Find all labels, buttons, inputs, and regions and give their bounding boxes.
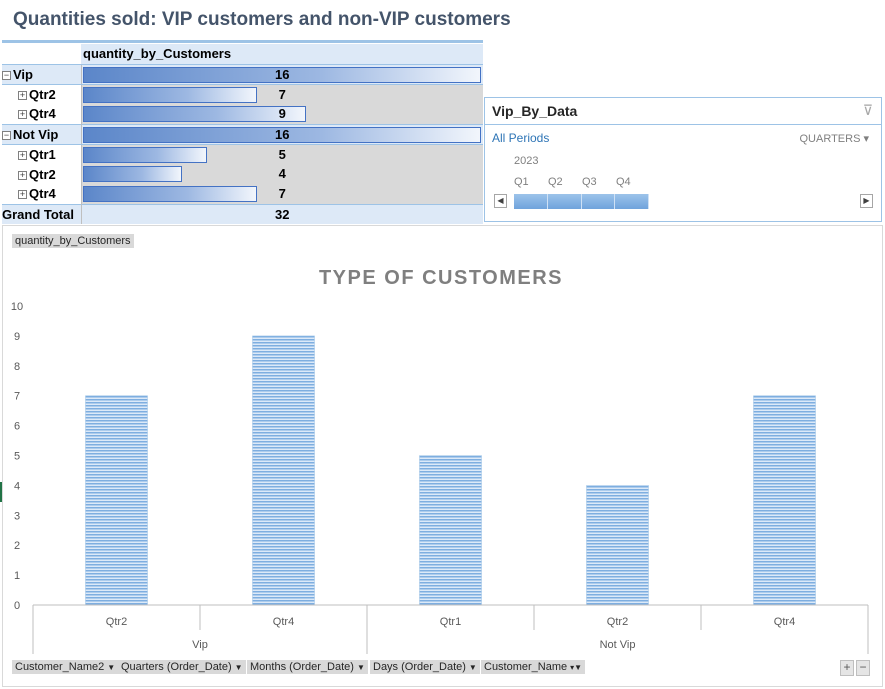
pivot-value: 4 xyxy=(278,166,286,181)
expand-field-button[interactable]: + xyxy=(840,660,854,676)
axis-field-label: Quarters (Order_Date) xyxy=(121,661,232,673)
axis-field-button[interactable]: Customer_Name2 ▼ xyxy=(12,660,119,674)
expand-icon[interactable]: + xyxy=(18,109,27,120)
data-bar xyxy=(82,146,207,163)
clear-filter-icon[interactable]: ⊽ xyxy=(862,102,873,118)
pivot-value-cell: 16 xyxy=(80,123,483,145)
pivot-value-cell: 7 xyxy=(80,84,483,104)
timeline-divider xyxy=(485,124,881,125)
timeline-slicer[interactable]: Vip_By_Data ⊽ All Periods QUARTERS ▾ 202… xyxy=(484,97,882,222)
axis-field-button[interactable]: Months (Order_Date) ▼ xyxy=(247,660,368,674)
chevron-down-icon: ▼ xyxy=(356,663,365,672)
pivot-row: − Not Vip 16 xyxy=(2,123,483,145)
grand-total-value: 32 xyxy=(80,203,483,224)
pivot-row-label[interactable]: + Qtr2 xyxy=(2,84,81,104)
time-level-dropdown[interactable]: QUARTERS ▾ xyxy=(799,132,869,145)
scroll-left-icon[interactable]: ◀ xyxy=(494,194,507,208)
pivot-value: 16 xyxy=(275,66,290,82)
pivot-row: − Vip 16 xyxy=(2,63,483,85)
time-level-label: QUARTERS xyxy=(799,133,861,145)
pivot-row: + Qtr2 7 xyxy=(2,84,483,104)
collapse-icon[interactable]: − xyxy=(2,129,11,140)
grand-total-label: Grand Total xyxy=(2,203,81,224)
collapse-field-button[interactable]: − xyxy=(856,660,870,676)
scroll-right-icon[interactable]: ▶ xyxy=(860,194,873,208)
data-bar xyxy=(82,126,481,143)
pivot-value-cell: 4 xyxy=(80,164,483,184)
timeline-quarter-label: Q3 xyxy=(582,176,597,188)
pivot-value-cell: 9 xyxy=(80,104,483,124)
data-bar xyxy=(82,186,257,202)
collapse-icon[interactable]: − xyxy=(2,69,11,80)
pivot-row-label[interactable]: + Qtr4 xyxy=(2,104,81,124)
expand-icon[interactable]: + xyxy=(18,89,27,100)
expand-icon[interactable]: + xyxy=(18,149,27,160)
chevron-down-icon: ▼ xyxy=(234,663,243,672)
axis-field-button[interactable]: Quarters (Order_Date) ▼ xyxy=(118,660,246,674)
pivot-value: 7 xyxy=(278,186,286,201)
title-underline xyxy=(2,40,483,43)
pivot-row-label[interactable]: + Qtr1 xyxy=(2,144,81,164)
timeline-segment-q4[interactable] xyxy=(615,194,649,209)
timeline-segment-q3[interactable] xyxy=(581,194,616,209)
pivot-row-text: Qtr1 xyxy=(29,146,56,162)
pivot-row: + Qtr1 5 xyxy=(2,144,483,164)
axis-field-label: Customer_Name2 xyxy=(15,661,105,673)
pivot-value-cell: 16 xyxy=(80,63,483,85)
pivot-corner-cell xyxy=(2,44,81,64)
chevron-down-icon: ▼ xyxy=(468,663,477,672)
filter-icon: ▾▼ xyxy=(570,663,583,672)
pivot-row-text: Qtr4 xyxy=(29,106,56,122)
timeline-quarter-label: Q2 xyxy=(548,176,563,188)
pivot-value: 7 xyxy=(278,86,286,102)
data-bar xyxy=(82,166,182,182)
pivot-row-label[interactable]: − Vip xyxy=(2,63,81,85)
sheet-title: Quantities sold: VIP customers and non-V… xyxy=(13,9,511,30)
active-cell-indicator xyxy=(0,482,2,502)
pivot-value: 9 xyxy=(278,106,286,121)
axis-field-button[interactable]: Days (Order_Date) ▼ xyxy=(370,660,480,674)
timeline-selection-bar[interactable] xyxy=(514,194,649,209)
timeline-year: 2023 xyxy=(514,155,539,167)
pivot-row-label[interactable]: + Qtr2 xyxy=(2,164,81,184)
pivot-chart[interactable] xyxy=(2,225,883,687)
pivot-value: 5 xyxy=(278,146,286,162)
value-field-button[interactable]: quantity_by_Customers xyxy=(12,234,134,248)
pivot-row-text: Qtr2 xyxy=(29,166,56,182)
timeline-quarter-label: Q4 xyxy=(616,176,631,188)
timeline-quarter-label: Q1 xyxy=(514,176,529,188)
pivot-row: + Qtr4 9 xyxy=(2,104,483,124)
chevron-down-icon: ▾ xyxy=(863,133,869,145)
data-bar xyxy=(82,66,481,83)
pivot-row-label[interactable]: − Not Vip xyxy=(2,123,81,145)
axis-field-label: Months (Order_Date) xyxy=(250,661,354,673)
pivot-row: + Qtr4 7 xyxy=(2,184,483,204)
pivot-table: quantity_by_Customers − Vip 16 + Qtr2 7 + Qtr4 9… xyxy=(2,44,483,224)
pivot-row: + Qtr2 4 xyxy=(2,164,483,184)
timeline-segment-q2[interactable] xyxy=(547,194,582,209)
data-bar xyxy=(82,86,257,103)
pivot-row-label[interactable]: + Qtr4 xyxy=(2,184,81,204)
all-periods-label: All Periods xyxy=(492,131,550,145)
pivot-value-cell: 7 xyxy=(80,184,483,204)
pivot-row-text: Qtr2 xyxy=(29,86,56,102)
axis-field-label: Customer_Name xyxy=(484,661,568,673)
timeline-title: Vip_By_Data xyxy=(492,103,578,119)
expand-icon[interactable]: + xyxy=(18,189,27,200)
grand-total-number: 32 xyxy=(275,206,290,222)
pivot-value-cell: 5 xyxy=(80,144,483,164)
pivot-row-text: Not Vip xyxy=(13,126,59,142)
pivot-row-text: Vip xyxy=(13,66,33,82)
data-bar xyxy=(82,106,307,122)
chevron-down-icon: ▼ xyxy=(107,663,116,672)
axis-field-label: Days (Order_Date) xyxy=(373,661,466,673)
expand-icon[interactable]: + xyxy=(18,169,27,180)
pivot-row-text: Qtr4 xyxy=(29,186,56,202)
timeline-segment-q1[interactable] xyxy=(514,194,548,209)
axis-field-button[interactable]: Customer_Name ▾▼ xyxy=(481,660,586,674)
pivot-value-header[interactable]: quantity_by_Customers xyxy=(81,44,483,65)
pivot-value: 16 xyxy=(275,126,290,142)
